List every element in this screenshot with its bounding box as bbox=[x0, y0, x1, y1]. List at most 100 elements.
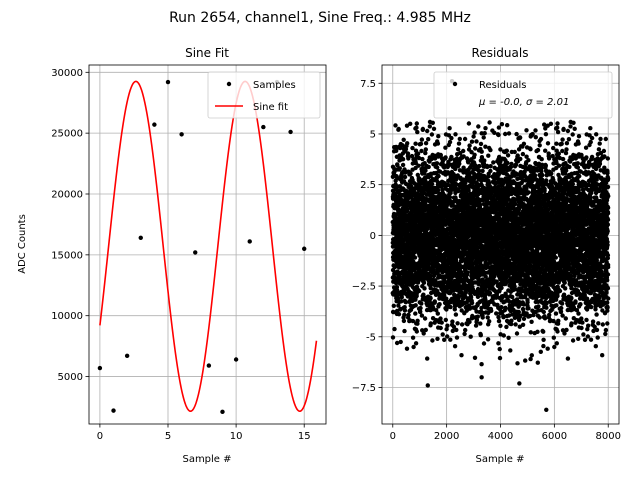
sine-fit-xtick-label: 5 bbox=[165, 431, 171, 442]
residual-point bbox=[404, 123, 410, 128]
residual-point bbox=[436, 173, 441, 179]
residual-point bbox=[430, 120, 435, 126]
residual-point bbox=[485, 337, 491, 342]
residual-point bbox=[402, 174, 408, 180]
residual-point bbox=[419, 148, 424, 154]
residual-point bbox=[401, 137, 406, 142]
residual-point bbox=[478, 141, 484, 147]
sine-fit-ytick-label: 10000 bbox=[51, 311, 83, 322]
residual-point bbox=[472, 152, 477, 157]
residual-point bbox=[468, 334, 473, 339]
residual-point bbox=[403, 300, 408, 305]
residual-point bbox=[428, 296, 433, 301]
residual-point bbox=[417, 288, 422, 294]
residual-point bbox=[396, 126, 401, 132]
residual-point bbox=[405, 141, 410, 146]
residual-point bbox=[486, 153, 491, 158]
residual-point bbox=[496, 125, 502, 130]
sample-point bbox=[233, 357, 239, 362]
residual-point bbox=[442, 337, 447, 342]
residual-point bbox=[496, 132, 501, 138]
residual-point bbox=[426, 164, 431, 170]
residual-point bbox=[435, 141, 441, 146]
residual-point bbox=[413, 141, 418, 146]
residual-point bbox=[414, 125, 419, 130]
residual-point bbox=[475, 314, 480, 319]
residual-point bbox=[448, 337, 453, 342]
residual-point bbox=[440, 332, 445, 337]
sine-fit-line bbox=[99, 80, 318, 413]
residual-point bbox=[414, 121, 419, 126]
residual-point bbox=[454, 335, 460, 340]
residual-point bbox=[390, 335, 396, 340]
sine-fit-curve bbox=[99, 80, 318, 413]
sample-point bbox=[206, 363, 212, 368]
residual-point bbox=[494, 311, 499, 316]
residual-point bbox=[423, 147, 428, 152]
sine-fit-legend: Samples Sine fit bbox=[207, 71, 321, 119]
residual-point bbox=[429, 181, 435, 187]
residual-point bbox=[402, 312, 407, 318]
residual-point bbox=[497, 355, 503, 361]
residual-point bbox=[406, 156, 411, 161]
residual-point bbox=[422, 316, 428, 321]
residual-point bbox=[505, 153, 511, 158]
residual-point bbox=[443, 317, 448, 323]
residual-point bbox=[400, 143, 405, 148]
residual-point bbox=[393, 123, 398, 128]
residual-point bbox=[413, 311, 418, 316]
residual-point bbox=[432, 299, 437, 304]
residual-point bbox=[483, 126, 488, 131]
residual-point bbox=[445, 334, 450, 339]
residual-point bbox=[477, 163, 482, 169]
residual-point bbox=[419, 313, 425, 318]
residual-point bbox=[410, 318, 416, 324]
sine-fit-xtick-label: 15 bbox=[298, 431, 311, 442]
sine-fit-xtick-label: 0 bbox=[97, 431, 103, 442]
residual-point bbox=[482, 131, 487, 136]
residual-point bbox=[469, 300, 475, 306]
residual-point bbox=[459, 353, 464, 358]
residual-point bbox=[436, 134, 441, 139]
residuals-panel: 0 2000 4000 6000 8000−7.5-5−2.502.557.5 Resi… bbox=[352, 46, 621, 465]
residual-point bbox=[449, 135, 454, 141]
residual-point bbox=[497, 346, 502, 352]
residual-point bbox=[453, 312, 459, 317]
residual-point bbox=[415, 151, 421, 156]
residual-point bbox=[398, 339, 403, 345]
residual-point bbox=[418, 305, 423, 311]
residual-point bbox=[509, 318, 514, 323]
residual-point bbox=[423, 327, 428, 333]
residual-point bbox=[482, 158, 487, 163]
residual-point bbox=[521, 141, 527, 146]
residual-point bbox=[411, 344, 416, 350]
legend-samples-marker bbox=[226, 81, 232, 87]
residual-point bbox=[471, 134, 476, 139]
residual-point bbox=[498, 323, 503, 328]
residual-point bbox=[396, 312, 402, 317]
residual-point bbox=[496, 314, 501, 320]
residual-point bbox=[420, 156, 425, 162]
residual-point bbox=[447, 126, 452, 131]
residual-point bbox=[469, 139, 475, 144]
sample-point bbox=[247, 239, 252, 244]
residual-point bbox=[476, 124, 481, 129]
sine-fit-ytick-label: 30000 bbox=[51, 68, 83, 79]
residual-point bbox=[472, 130, 477, 135]
sine-fit-frame bbox=[88, 64, 327, 425]
residual-point bbox=[410, 335, 416, 340]
residual-point bbox=[472, 355, 478, 360]
residual-point bbox=[488, 168, 493, 174]
sine-fit-ytick-label: 15000 bbox=[51, 250, 83, 261]
residual-point bbox=[419, 137, 425, 142]
sine-fit-title: Sine Fit bbox=[185, 46, 229, 60]
residual-point bbox=[483, 144, 488, 149]
residual-point bbox=[391, 303, 396, 308]
residual-point bbox=[415, 318, 420, 323]
residual-point bbox=[477, 202, 483, 207]
residual-point bbox=[485, 315, 490, 320]
residual-point bbox=[414, 293, 419, 299]
residual-point bbox=[521, 316, 527, 321]
residual-point bbox=[489, 308, 494, 313]
residual-point bbox=[496, 341, 501, 346]
